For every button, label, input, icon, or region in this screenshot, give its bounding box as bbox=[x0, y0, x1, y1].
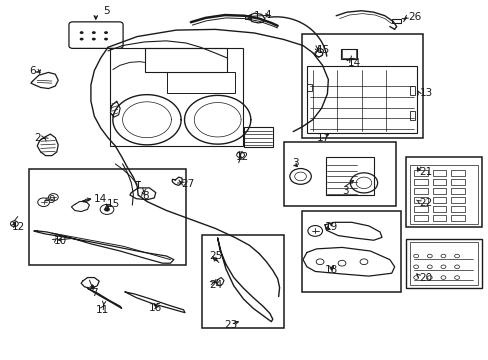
Bar bbox=[283, 142, 395, 206]
Bar bbox=[450, 188, 464, 194]
Bar bbox=[450, 179, 464, 185]
Bar bbox=[413, 215, 427, 221]
Text: 19: 19 bbox=[324, 222, 337, 232]
Circle shape bbox=[104, 31, 108, 34]
Bar bbox=[340, 49, 356, 59]
Bar bbox=[406, 239, 481, 288]
Text: 24: 24 bbox=[209, 280, 222, 290]
Circle shape bbox=[92, 31, 96, 34]
Text: 18: 18 bbox=[324, 265, 337, 275]
Circle shape bbox=[80, 31, 83, 34]
Bar bbox=[450, 215, 464, 221]
Text: 2: 2 bbox=[34, 133, 41, 143]
Text: 23: 23 bbox=[224, 320, 237, 330]
Circle shape bbox=[92, 38, 96, 41]
Bar bbox=[432, 206, 446, 212]
Text: 7: 7 bbox=[91, 288, 98, 298]
Bar bbox=[413, 206, 427, 212]
Text: 22: 22 bbox=[418, 198, 431, 208]
Circle shape bbox=[104, 38, 108, 41]
Bar bbox=[110, 48, 243, 146]
Bar bbox=[406, 157, 481, 227]
Bar bbox=[302, 211, 400, 292]
Bar bbox=[450, 206, 464, 212]
Text: 9: 9 bbox=[48, 195, 55, 205]
Bar bbox=[306, 84, 311, 91]
Text: 14: 14 bbox=[93, 194, 106, 204]
Bar bbox=[413, 170, 427, 176]
Text: 21: 21 bbox=[418, 167, 431, 177]
Bar bbox=[409, 111, 414, 120]
Bar bbox=[432, 188, 446, 194]
Bar bbox=[326, 157, 373, 195]
Bar bbox=[391, 19, 400, 23]
Text: 3: 3 bbox=[292, 158, 298, 168]
Text: 13: 13 bbox=[419, 88, 432, 98]
Bar bbox=[450, 197, 464, 203]
Bar bbox=[432, 179, 446, 185]
Text: 20: 20 bbox=[418, 273, 431, 283]
Text: 4: 4 bbox=[264, 10, 271, 20]
Bar bbox=[245, 15, 251, 19]
Text: 27: 27 bbox=[181, 179, 194, 189]
Bar bbox=[432, 197, 446, 203]
Bar bbox=[302, 34, 422, 138]
Bar bbox=[201, 235, 283, 328]
Bar bbox=[167, 72, 234, 93]
Bar bbox=[432, 170, 446, 176]
Text: 25: 25 bbox=[209, 251, 222, 261]
Text: 12: 12 bbox=[11, 222, 24, 232]
Bar bbox=[413, 179, 427, 185]
Bar bbox=[144, 48, 227, 72]
Bar bbox=[413, 197, 427, 203]
Text: 26: 26 bbox=[407, 12, 420, 22]
Circle shape bbox=[104, 207, 110, 212]
Bar bbox=[341, 49, 355, 58]
Bar bbox=[409, 242, 477, 285]
Text: 15: 15 bbox=[316, 45, 329, 55]
Bar bbox=[450, 170, 464, 176]
Text: 3: 3 bbox=[341, 186, 348, 196]
Bar bbox=[432, 215, 446, 221]
Text: 6: 6 bbox=[29, 66, 36, 76]
Text: 10: 10 bbox=[53, 236, 66, 246]
Text: 17: 17 bbox=[316, 133, 329, 143]
Text: 11: 11 bbox=[95, 305, 108, 315]
Bar bbox=[243, 127, 272, 147]
Text: 12: 12 bbox=[235, 152, 248, 162]
Text: 1: 1 bbox=[254, 11, 260, 21]
Text: 8: 8 bbox=[142, 191, 148, 201]
Text: 15: 15 bbox=[107, 199, 120, 210]
Bar bbox=[413, 188, 427, 194]
Text: 5: 5 bbox=[103, 6, 110, 16]
Bar bbox=[306, 66, 416, 133]
Bar bbox=[409, 86, 414, 95]
Bar bbox=[409, 165, 477, 224]
Text: 14: 14 bbox=[347, 58, 360, 68]
Bar bbox=[29, 169, 185, 265]
Text: 16: 16 bbox=[149, 303, 162, 314]
Circle shape bbox=[80, 38, 83, 41]
